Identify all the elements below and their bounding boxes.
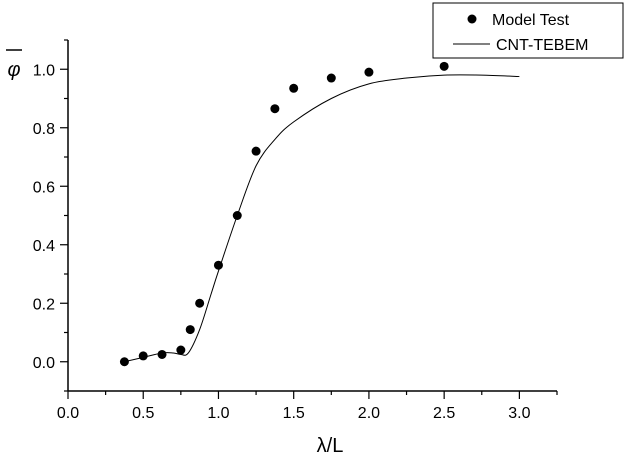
- data-point-model-test: [195, 298, 205, 308]
- x-tick-label: 3.0: [508, 405, 530, 422]
- legend-marker-model-test: [467, 14, 477, 24]
- data-point-model-test: [439, 61, 449, 71]
- legend-label-cnt-tebem: CNT-TEBEM: [496, 37, 588, 54]
- y-tick-label: 0.8: [33, 121, 55, 138]
- data-point-model-test: [232, 211, 242, 220]
- y-tick-label: 0.6: [33, 179, 55, 196]
- x-tick-label: 2.0: [358, 405, 380, 422]
- x-tick-label: 1.0: [207, 405, 229, 422]
- marks: [119, 61, 520, 367]
- series-line-cnt-tebem: [124, 74, 520, 363]
- data-point-model-test: [138, 351, 148, 361]
- y-tick-label: 0.2: [33, 296, 55, 313]
- y-tick-label: 0.0: [33, 355, 55, 372]
- y-tick-label: 1.0: [33, 62, 55, 79]
- data-point-model-test: [157, 349, 167, 359]
- data-point-model-test: [364, 67, 374, 77]
- x-tick-label: 0.0: [57, 405, 79, 422]
- data-point-model-test: [213, 260, 223, 270]
- y-axis-title: φ: [6, 49, 22, 81]
- y-tick-label: 0.4: [33, 238, 55, 255]
- data-point-model-test: [270, 104, 280, 114]
- data-point-model-test: [119, 357, 129, 367]
- data-point-model-test: [185, 325, 195, 335]
- data-point-model-test: [251, 146, 261, 156]
- data-point-model-test: [289, 83, 299, 93]
- data-point-model-test: [326, 73, 336, 83]
- legend: Model Test CNT-TEBEM: [432, 2, 624, 59]
- data-point-model-test: [176, 345, 186, 355]
- x-tick-label: 0.5: [132, 405, 154, 422]
- legend-label-model-test: Model Test: [492, 12, 570, 29]
- x-tick-label: 2.5: [433, 405, 455, 422]
- svg-text:φ: φ: [7, 59, 20, 81]
- x-axis-title: λ/L: [317, 435, 344, 457]
- x-tick-label: 1.5: [283, 405, 305, 422]
- axes: 0.0 0.5 1.0 1.5 2.0 2.5 3.0 0.0 0.2 0.4 0.6 0.8 1.0: [33, 39, 558, 422]
